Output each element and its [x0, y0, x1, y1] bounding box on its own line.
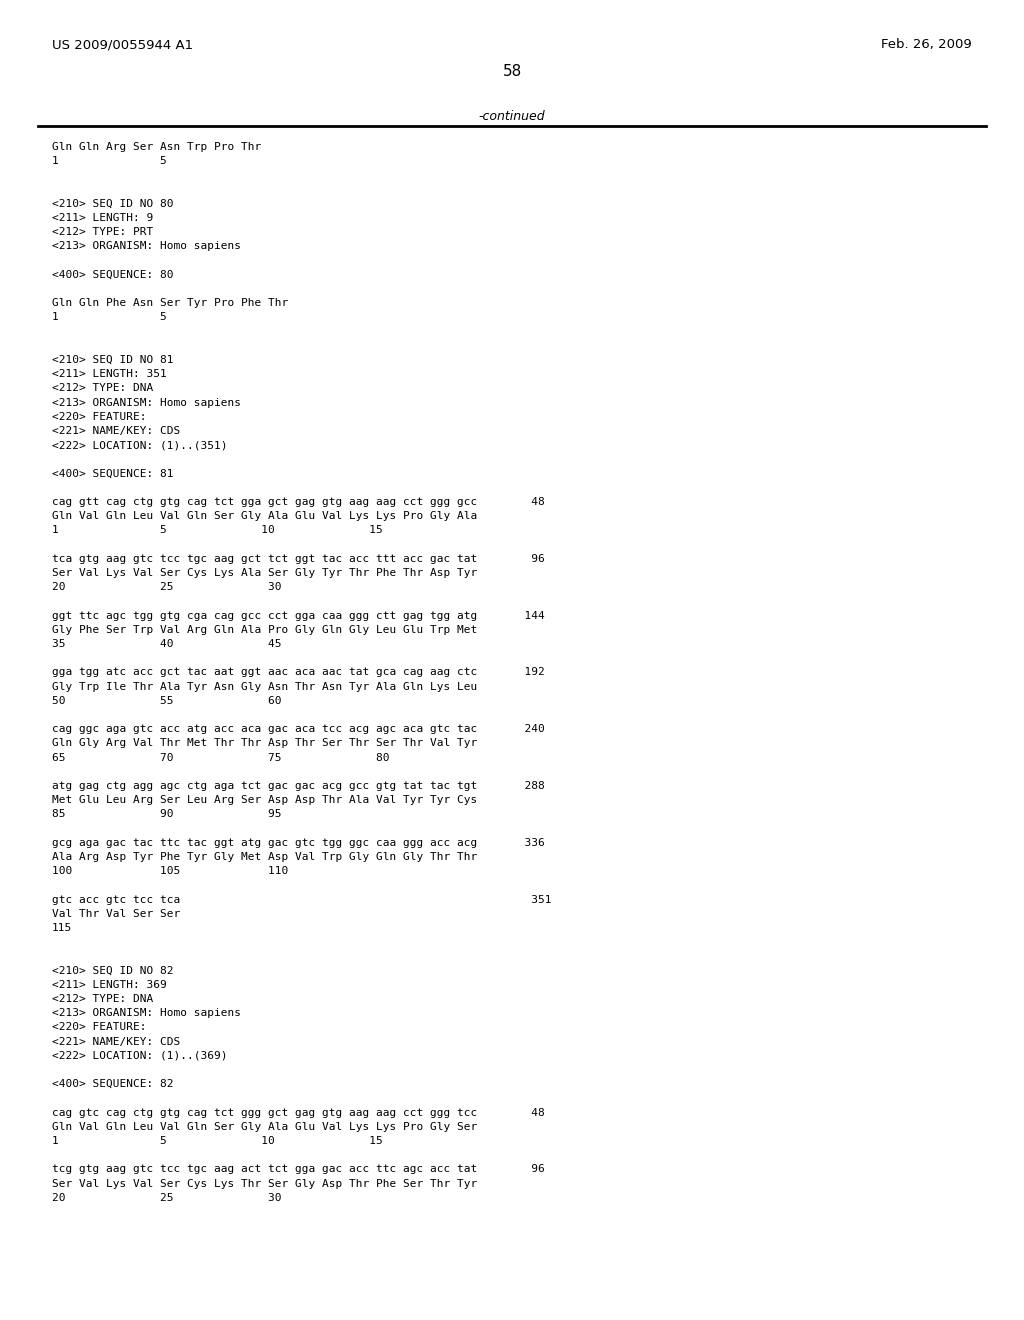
Text: 115: 115 — [52, 923, 73, 933]
Text: <210> SEQ ID NO 80: <210> SEQ ID NO 80 — [52, 199, 173, 209]
Text: <210> SEQ ID NO 81: <210> SEQ ID NO 81 — [52, 355, 173, 366]
Text: Gln Gln Arg Ser Asn Trp Pro Thr: Gln Gln Arg Ser Asn Trp Pro Thr — [52, 143, 261, 152]
Text: <222> LOCATION: (1)..(351): <222> LOCATION: (1)..(351) — [52, 440, 227, 450]
Text: <211> LENGTH: 9: <211> LENGTH: 9 — [52, 213, 154, 223]
Text: <400> SEQUENCE: 80: <400> SEQUENCE: 80 — [52, 269, 173, 280]
Text: <213> ORGANISM: Homo sapiens: <213> ORGANISM: Homo sapiens — [52, 242, 241, 251]
Text: <212> TYPE: PRT: <212> TYPE: PRT — [52, 227, 154, 238]
Text: <212> TYPE: DNA: <212> TYPE: DNA — [52, 994, 154, 1005]
Text: Ala Arg Asp Tyr Phe Tyr Gly Met Asp Val Trp Gly Gln Gly Thr Thr: Ala Arg Asp Tyr Phe Tyr Gly Met Asp Val … — [52, 851, 477, 862]
Text: 85              90              95: 85 90 95 — [52, 809, 282, 820]
Text: Gly Trp Ile Thr Ala Tyr Asn Gly Asn Thr Asn Tyr Ala Gln Lys Leu: Gly Trp Ile Thr Ala Tyr Asn Gly Asn Thr … — [52, 681, 477, 692]
Text: gga tgg atc acc gct tac aat ggt aac aca aac tat gca cag aag ctc       192: gga tgg atc acc gct tac aat ggt aac aca … — [52, 668, 545, 677]
Text: 65              70              75              80: 65 70 75 80 — [52, 752, 389, 763]
Text: <221> NAME/KEY: CDS: <221> NAME/KEY: CDS — [52, 1036, 180, 1047]
Text: <222> LOCATION: (1)..(369): <222> LOCATION: (1)..(369) — [52, 1051, 227, 1061]
Text: cag gtt cag ctg gtg cag tct gga gct gag gtg aag aag cct ggg gcc        48: cag gtt cag ctg gtg cag tct gga gct gag … — [52, 498, 545, 507]
Text: <213> ORGANISM: Homo sapiens: <213> ORGANISM: Homo sapiens — [52, 1008, 241, 1018]
Text: <400> SEQUENCE: 81: <400> SEQUENCE: 81 — [52, 469, 173, 479]
Text: <400> SEQUENCE: 82: <400> SEQUENCE: 82 — [52, 1080, 173, 1089]
Text: tca gtg aag gtc tcc tgc aag gct tct ggt tac acc ttt acc gac tat        96: tca gtg aag gtc tcc tgc aag gct tct ggt … — [52, 554, 545, 564]
Text: Gln Val Gln Leu Val Gln Ser Gly Ala Glu Val Lys Lys Pro Gly Ala: Gln Val Gln Leu Val Gln Ser Gly Ala Glu … — [52, 511, 477, 521]
Text: -continued: -continued — [478, 110, 546, 123]
Text: 20              25              30: 20 25 30 — [52, 1193, 282, 1203]
Text: US 2009/0055944 A1: US 2009/0055944 A1 — [52, 38, 194, 51]
Text: Ser Val Lys Val Ser Cys Lys Thr Ser Gly Asp Thr Phe Ser Thr Tyr: Ser Val Lys Val Ser Cys Lys Thr Ser Gly … — [52, 1179, 477, 1188]
Text: Ser Val Lys Val Ser Cys Lys Ala Ser Gly Tyr Thr Phe Thr Asp Tyr: Ser Val Lys Val Ser Cys Lys Ala Ser Gly … — [52, 568, 477, 578]
Text: Feb. 26, 2009: Feb. 26, 2009 — [882, 38, 972, 51]
Text: <220> FEATURE:: <220> FEATURE: — [52, 412, 146, 422]
Text: cag ggc aga gtc acc atg acc aca gac aca tcc acg agc aca gtc tac       240: cag ggc aga gtc acc atg acc aca gac aca … — [52, 725, 545, 734]
Text: tcg gtg aag gtc tcc tgc aag act tct gga gac acc ttc agc acc tat        96: tcg gtg aag gtc tcc tgc aag act tct gga … — [52, 1164, 545, 1175]
Text: <211> LENGTH: 351: <211> LENGTH: 351 — [52, 370, 167, 379]
Text: <210> SEQ ID NO 82: <210> SEQ ID NO 82 — [52, 966, 173, 975]
Text: gcg aga gac tac ttc tac ggt atg gac gtc tgg ggc caa ggg acc acg       336: gcg aga gac tac ttc tac ggt atg gac gtc … — [52, 838, 545, 847]
Text: 100             105             110: 100 105 110 — [52, 866, 288, 876]
Text: Gln Val Gln Leu Val Gln Ser Gly Ala Glu Val Lys Lys Pro Gly Ser: Gln Val Gln Leu Val Gln Ser Gly Ala Glu … — [52, 1122, 477, 1131]
Text: 50              55              60: 50 55 60 — [52, 696, 282, 706]
Text: Gln Gly Arg Val Thr Met Thr Thr Asp Thr Ser Thr Ser Thr Val Tyr: Gln Gly Arg Val Thr Met Thr Thr Asp Thr … — [52, 738, 477, 748]
Text: Gln Gln Phe Asn Ser Tyr Pro Phe Thr: Gln Gln Phe Asn Ser Tyr Pro Phe Thr — [52, 298, 288, 308]
Text: <213> ORGANISM: Homo sapiens: <213> ORGANISM: Homo sapiens — [52, 397, 241, 408]
Text: 1               5              10              15: 1 5 10 15 — [52, 525, 383, 536]
Text: 58: 58 — [503, 63, 521, 79]
Text: 1               5              10              15: 1 5 10 15 — [52, 1137, 383, 1146]
Text: 1               5: 1 5 — [52, 313, 167, 322]
Text: Gly Phe Ser Trp Val Arg Gln Ala Pro Gly Gln Gly Leu Glu Trp Met: Gly Phe Ser Trp Val Arg Gln Ala Pro Gly … — [52, 624, 477, 635]
Text: cag gtc cag ctg gtg cag tct ggg gct gag gtg aag aag cct ggg tcc        48: cag gtc cag ctg gtg cag tct ggg gct gag … — [52, 1107, 545, 1118]
Text: <221> NAME/KEY: CDS: <221> NAME/KEY: CDS — [52, 426, 180, 436]
Text: 1               5: 1 5 — [52, 156, 167, 166]
Text: <212> TYPE: DNA: <212> TYPE: DNA — [52, 383, 154, 393]
Text: ggt ttc agc tgg gtg cga cag gcc cct gga caa ggg ctt gag tgg atg       144: ggt ttc agc tgg gtg cga cag gcc cct gga … — [52, 611, 545, 620]
Text: <220> FEATURE:: <220> FEATURE: — [52, 1023, 146, 1032]
Text: Val Thr Val Ser Ser: Val Thr Val Ser Ser — [52, 908, 180, 919]
Text: 20              25              30: 20 25 30 — [52, 582, 282, 593]
Text: atg gag ctg agg agc ctg aga tct gac gac acg gcc gtg tat tac tgt       288: atg gag ctg agg agc ctg aga tct gac gac … — [52, 781, 545, 791]
Text: Met Glu Leu Arg Ser Leu Arg Ser Asp Asp Thr Ala Val Tyr Tyr Cys: Met Glu Leu Arg Ser Leu Arg Ser Asp Asp … — [52, 795, 477, 805]
Text: <211> LENGTH: 369: <211> LENGTH: 369 — [52, 979, 167, 990]
Text: 35              40              45: 35 40 45 — [52, 639, 282, 649]
Text: gtc acc gtc tcc tca                                                    351: gtc acc gtc tcc tca 351 — [52, 895, 552, 904]
